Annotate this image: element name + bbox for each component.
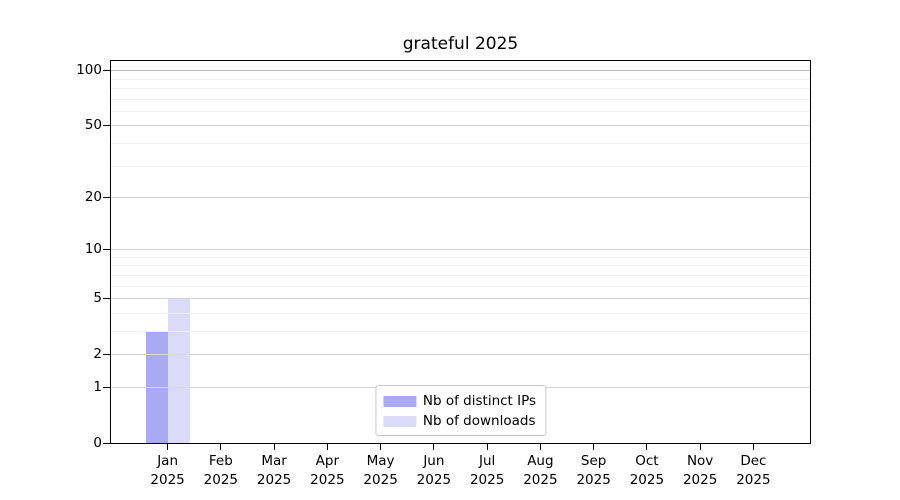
- x-tick-mark: [699, 444, 701, 450]
- chart-title: grateful 2025: [402, 34, 519, 54]
- y-gridline-major: [111, 353, 810, 355]
- x-tick-month: Aug: [527, 453, 554, 469]
- y-tick-mark: [103, 353, 110, 355]
- x-tick-year: 2025: [576, 471, 611, 488]
- y-tick-label: 10: [84, 241, 102, 258]
- y-gridline-minor: [111, 88, 810, 90]
- x-tick-mark: [220, 444, 222, 450]
- x-tick-label: Nov 2025: [670, 452, 730, 489]
- x-tick-label: Mar 2025: [244, 452, 304, 489]
- x-tick-mark: [433, 444, 435, 450]
- legend: Nb of distinct IPs Nb of downloads: [374, 385, 547, 436]
- y-tick-mark: [103, 297, 110, 299]
- legend-label-distinct-ips: Nb of distinct IPs: [422, 393, 537, 409]
- x-tick-year: 2025: [363, 471, 398, 488]
- x-tick-year: 2025: [682, 471, 718, 488]
- plot-area: Nb of distinct IPs Nb of downloads: [110, 60, 811, 444]
- y-tick-mark: [103, 249, 110, 251]
- y-tick-label: 1: [93, 378, 102, 395]
- x-tick-mark: [273, 444, 275, 450]
- y-gridline-minor: [111, 78, 810, 80]
- x-tick-label: May 2025: [351, 452, 411, 489]
- y-gridline-minor: [111, 142, 810, 144]
- legend-swatch-distinct-ips: [382, 395, 416, 407]
- y-tick-label: 5: [93, 289, 102, 306]
- legend-swatch-downloads: [382, 415, 416, 427]
- y-tick-mark: [103, 386, 110, 388]
- x-tick-month: May: [366, 453, 395, 469]
- x-tick-label: Aug 2025: [510, 452, 570, 489]
- y-gridline-minor: [111, 312, 810, 314]
- y-gridline-major: [111, 70, 810, 72]
- x-tick-month: Jan: [157, 453, 178, 469]
- x-tick-label: Oct 2025: [617, 452, 677, 489]
- y-gridline-minor: [111, 265, 810, 267]
- legend-item-downloads: Nb of downloads: [382, 412, 536, 430]
- y-gridline-minor: [111, 165, 810, 167]
- x-tick-year: 2025: [469, 471, 505, 488]
- x-tick-year: 2025: [150, 471, 185, 488]
- y-gridline-minor: [111, 330, 810, 332]
- x-tick-mark: [380, 444, 382, 450]
- x-tick-month: Dec: [740, 453, 767, 469]
- x-tick-mark: [646, 444, 648, 450]
- y-tick-mark: [103, 125, 110, 127]
- y-gridline-minor: [111, 256, 810, 258]
- y-tick-label: 50: [84, 117, 102, 134]
- x-tick-month: Nov: [686, 453, 714, 469]
- y-gridline-minor: [111, 274, 810, 276]
- y-gridline-minor: [111, 98, 810, 100]
- legend-label-downloads: Nb of downloads: [422, 413, 536, 429]
- y-gridline-major: [111, 196, 810, 198]
- y-tick-mark: [103, 70, 110, 72]
- x-tick-mark: [539, 444, 541, 450]
- legend-item-distinct-ips: Nb of distinct IPs: [382, 392, 537, 410]
- x-tick-month: Oct: [635, 453, 659, 469]
- x-tick-month: Jun: [423, 453, 445, 469]
- x-tick-label: Apr 2025: [297, 452, 357, 489]
- y-tick-label: 2: [93, 345, 102, 362]
- x-tick-year: 2025: [256, 471, 292, 488]
- gridlines-layer: [111, 61, 810, 443]
- x-tick-label: Feb 2025: [191, 452, 251, 489]
- bar-downloads: [167, 298, 190, 443]
- y-tick-label: 0: [93, 434, 102, 451]
- x-tick-year: 2025: [736, 471, 771, 488]
- y-tick-mark: [103, 442, 110, 444]
- x-tick-month: Mar: [261, 453, 287, 469]
- y-gridline-minor: [111, 285, 810, 287]
- x-tick-month: Sep: [580, 453, 607, 469]
- y-tick-label: 100: [76, 62, 102, 79]
- x-tick-mark: [167, 444, 169, 450]
- x-tick-label: Jun 2025: [404, 452, 464, 489]
- y-gridline-minor: [111, 110, 810, 112]
- x-tick-label: Jan 2025: [138, 452, 198, 489]
- x-tick-month: Apr: [315, 453, 340, 469]
- x-tick-month: Jul: [478, 453, 496, 469]
- x-tick-year: 2025: [310, 471, 345, 488]
- x-tick-month: Feb: [208, 453, 233, 469]
- x-tick-mark: [593, 444, 595, 450]
- y-tick-mark: [103, 196, 110, 198]
- y-gridline-major: [111, 125, 810, 127]
- x-tick-mark: [326, 444, 328, 450]
- y-gridline-major: [111, 297, 810, 299]
- x-tick-year: 2025: [523, 471, 558, 488]
- x-tick-label: Sep 2025: [564, 452, 624, 489]
- x-tick-year: 2025: [629, 471, 665, 488]
- x-tick-label: Dec 2025: [723, 452, 783, 489]
- x-tick-year: 2025: [203, 471, 239, 488]
- x-tick-label: Jul 2025: [457, 452, 517, 489]
- x-tick-mark: [752, 444, 754, 450]
- x-tick-mark: [486, 444, 488, 450]
- x-tick-year: 2025: [416, 471, 452, 488]
- y-tick-label: 20: [84, 188, 102, 205]
- y-gridline-major: [111, 249, 810, 251]
